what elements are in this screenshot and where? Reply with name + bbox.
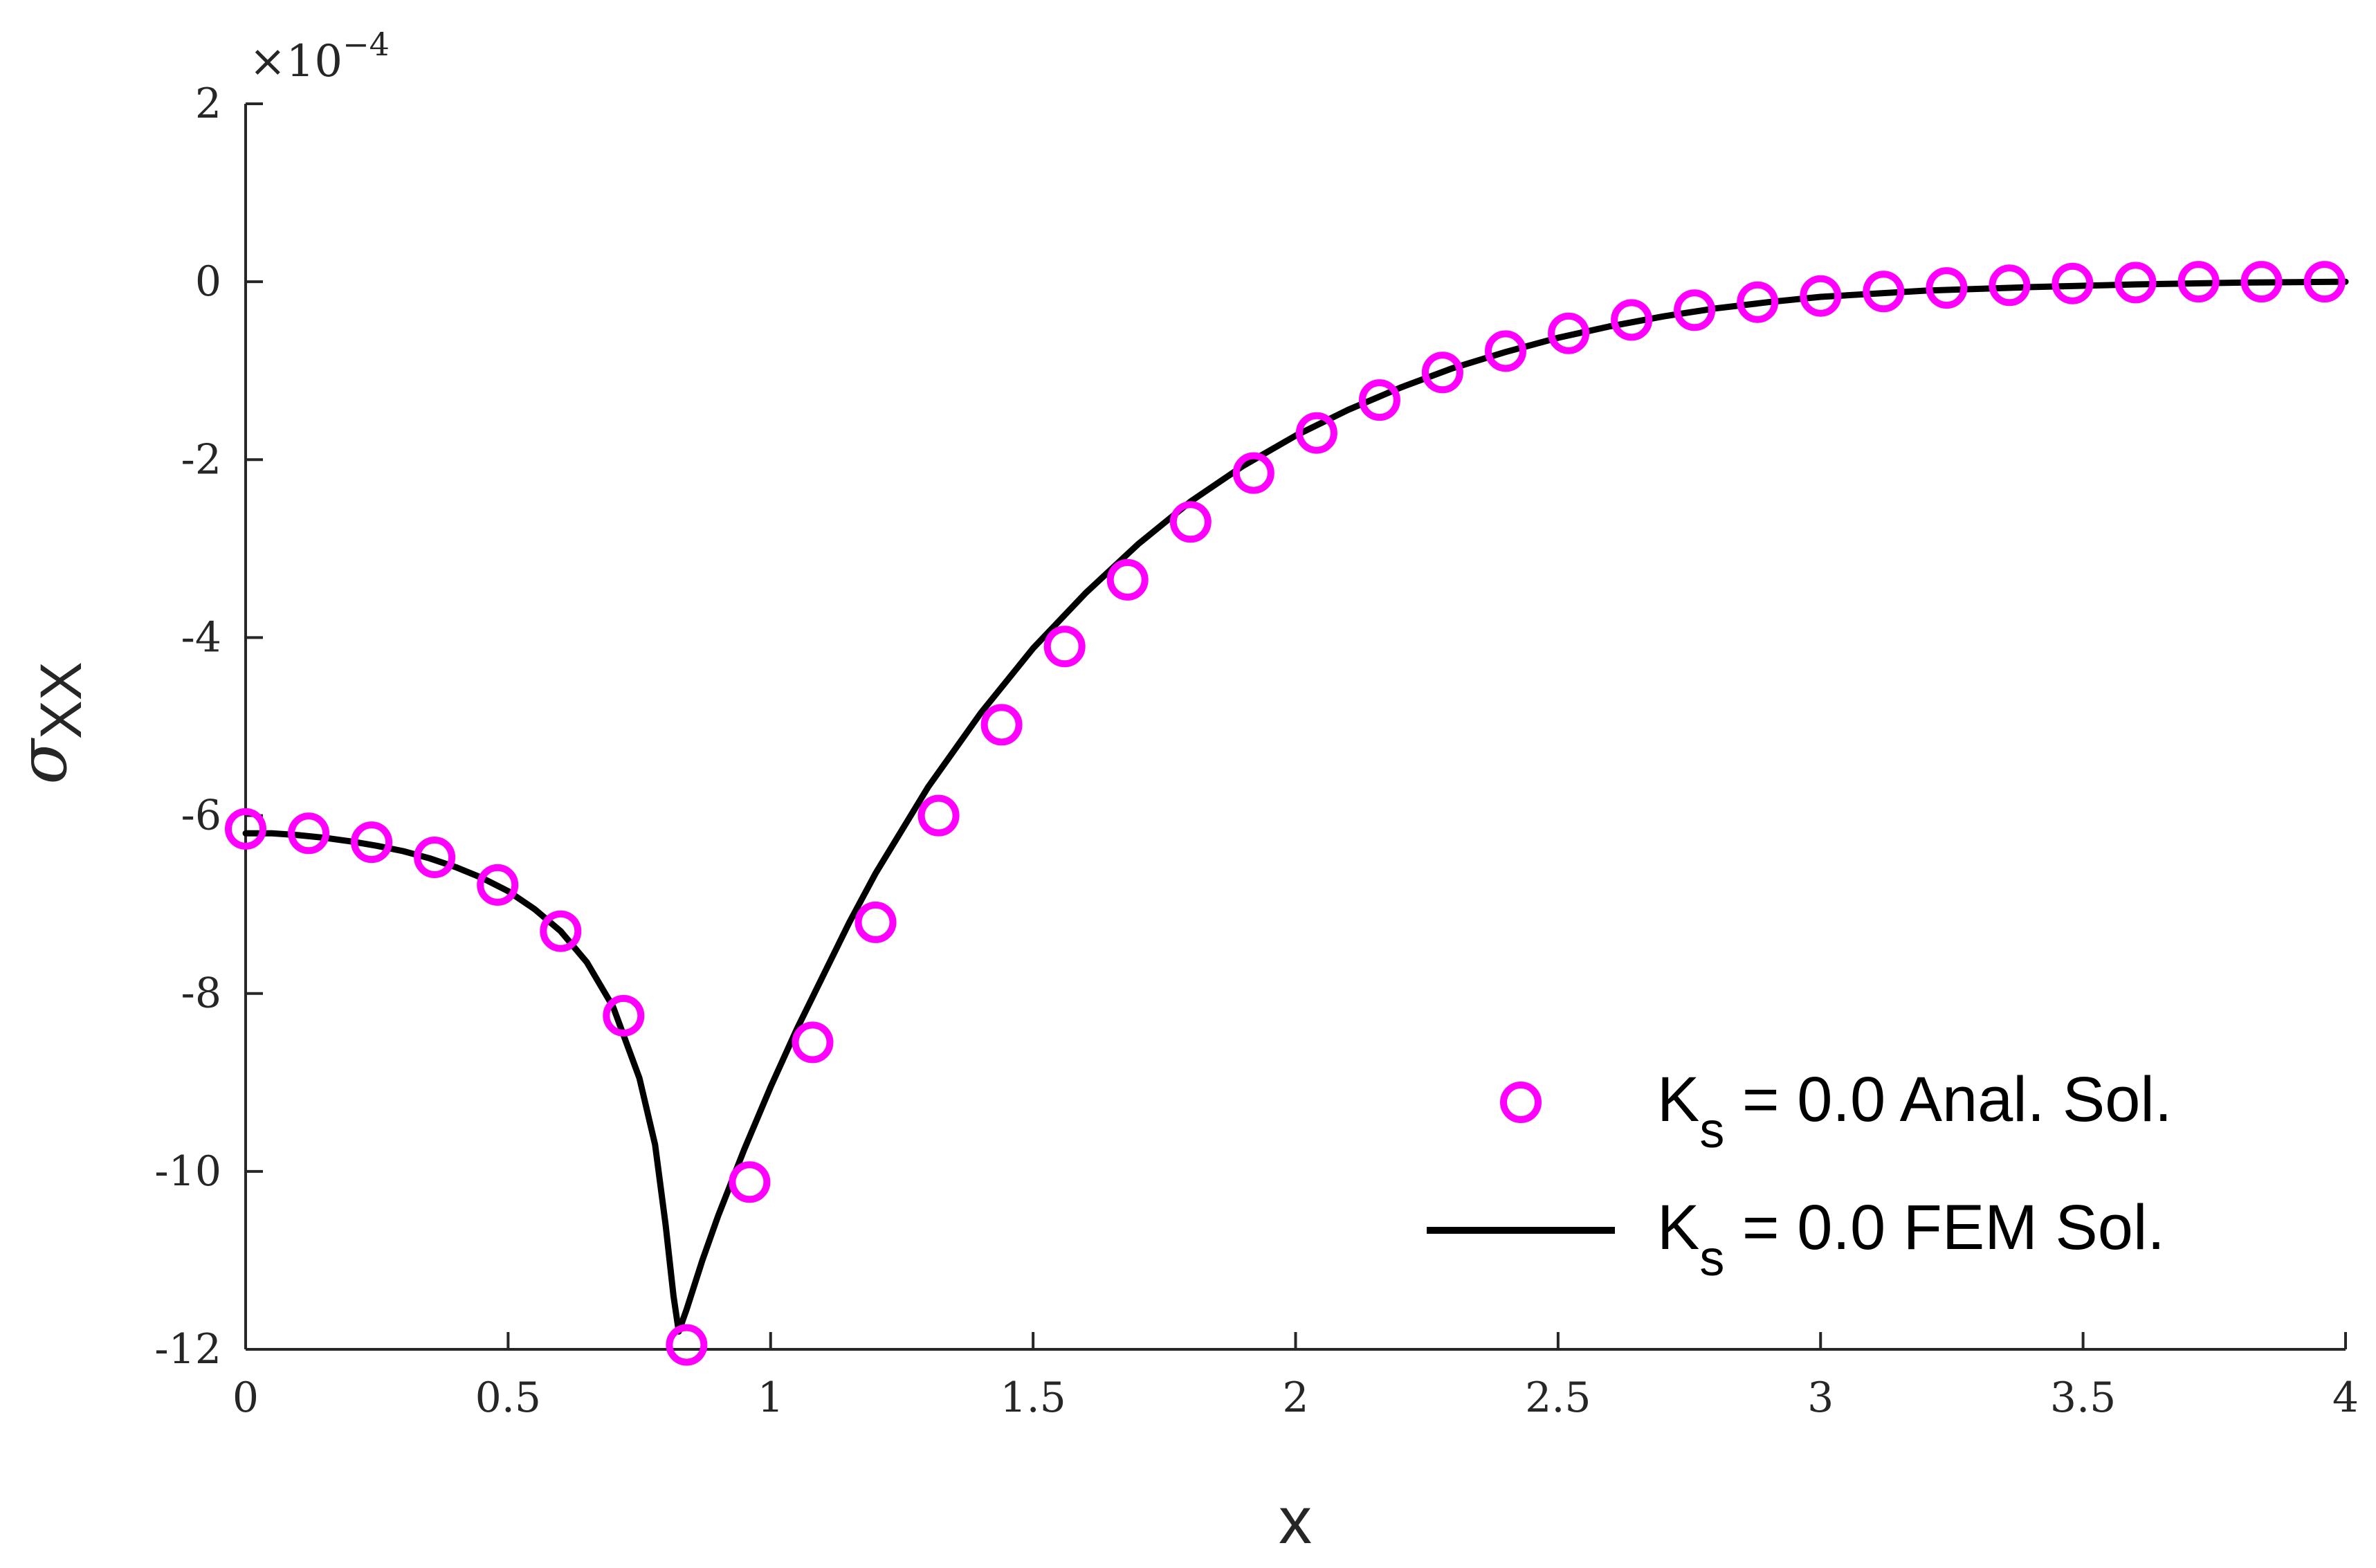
legend-label-analytical-main: K [1657, 1064, 1699, 1135]
analytical-point [1421, 352, 1463, 394]
analytical-point [2177, 261, 2220, 303]
y-axis-title: σXX [4, 662, 93, 785]
y-tick-label: -4 [181, 613, 221, 662]
legend-label-analytical-sub: s [1699, 1103, 1724, 1158]
analytical-point [792, 1021, 834, 1064]
x-tick-label: 1.5 [1000, 1374, 1066, 1422]
analytical-point [1232, 452, 1274, 494]
y-ticks: -12 -10 -8 -6 -4 -2 0 2 [154, 80, 263, 1374]
y-axis-title-symbol: σ [4, 738, 82, 785]
analytical-point [477, 864, 519, 906]
y-multiplier-exponent: −4 [342, 26, 390, 63]
analytical-point [980, 704, 1023, 746]
series-analytical-markers [225, 261, 2346, 1366]
analytical-point [1926, 267, 1968, 309]
analytical-point [2303, 261, 2346, 303]
analytical-point [414, 837, 456, 878]
analytical-point [1358, 379, 1400, 421]
x-tick-label: 0 [232, 1374, 259, 1422]
analytical-point [1863, 271, 1905, 313]
analytical-point [2114, 262, 2157, 304]
analytical-point [603, 994, 645, 1037]
y-multiplier: ×10−4 [249, 26, 390, 87]
legend-label-fem-main: K [1657, 1192, 1699, 1263]
y-tick-label: -6 [181, 792, 221, 840]
y-tick-label: 2 [195, 80, 221, 128]
analytical-point [1800, 275, 1842, 317]
y-multiplier-base: ×10 [249, 36, 342, 87]
y-axis-title-subscript: XX [28, 662, 93, 739]
x-tick-label: 4 [2332, 1374, 2359, 1422]
analytical-point [1989, 264, 2031, 307]
analytical-point [1106, 558, 1149, 601]
analytical-point [540, 910, 582, 952]
legend-label-fem: Ks = 0.0 FEM Sol. [1657, 1192, 2165, 1286]
analytical-point [1674, 289, 1716, 331]
analytical-point [855, 901, 897, 943]
analytical-point [729, 1161, 771, 1203]
analytical-point [666, 1324, 708, 1366]
analytical-point [288, 812, 330, 855]
analytical-point [225, 808, 266, 850]
axes [244, 104, 2346, 1351]
analytical-point [2051, 262, 2094, 304]
y-tick-label: -8 [181, 969, 221, 1018]
analytical-point [917, 794, 960, 837]
x-tick-label: 0.5 [475, 1374, 541, 1422]
x-tick-label: 2 [1282, 1374, 1308, 1422]
analytical-point [1611, 299, 1653, 341]
legend-label-fem-rest: = 0.0 FEM Sol. [1724, 1192, 2165, 1263]
analytical-point [1548, 312, 1590, 354]
y-tick-label: 0 [195, 257, 221, 306]
analytical-point [1737, 281, 1779, 323]
x-tick-label: 3 [1807, 1374, 1834, 1422]
analytical-point [2240, 261, 2283, 303]
fem-solution-line [242, 278, 2349, 1335]
analytical-point [1169, 501, 1212, 543]
y-tick-label: -12 [154, 1325, 221, 1374]
analytical-point [1043, 626, 1086, 668]
legend-label-analytical-rest: = 0.0 Anal. Sol. [1724, 1064, 2172, 1135]
series-fem-line [242, 278, 2349, 1335]
legend: Ks = 0.0 Anal. Sol. Ks = 0.0 FEM Sol. [1427, 1064, 2172, 1286]
legend-marker-analytical [1500, 1082, 1542, 1123]
y-tick-label: -2 [181, 435, 221, 484]
legend-label-fem-sub: s [1699, 1231, 1724, 1286]
x-ticks: 0 0.5 1 1.5 2 2.5 3 3.5 4 [232, 1332, 2359, 1422]
x-tick-label: 1 [758, 1374, 784, 1422]
x-axis-title: x [1279, 1484, 1312, 1558]
x-tick-label: 2.5 [1525, 1374, 1591, 1422]
legend-label-analytical: Ks = 0.0 Anal. Sol. [1657, 1064, 2172, 1158]
analytical-point [1295, 412, 1337, 454]
analytical-point [351, 821, 393, 864]
y-tick-label: -10 [154, 1147, 221, 1196]
x-tick-label: 3.5 [2050, 1374, 2116, 1422]
analytical-point [1485, 330, 1526, 372]
